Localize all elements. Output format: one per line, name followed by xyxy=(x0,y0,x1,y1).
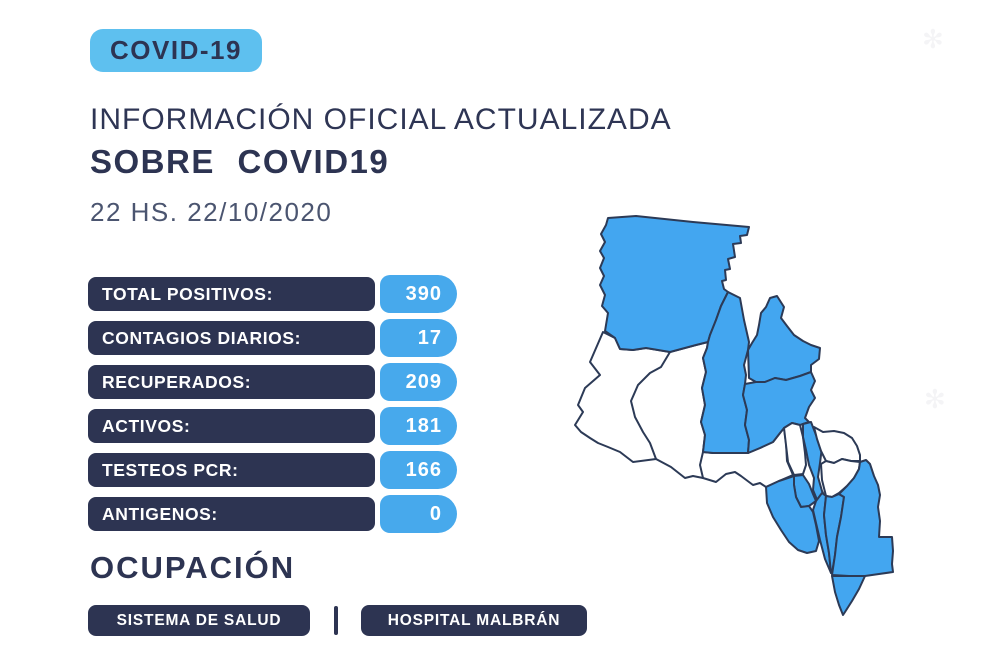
main-title-line2: SOBRE COVID19 xyxy=(90,143,390,180)
stat-label: ACTIVOS: xyxy=(88,409,375,443)
map-region-southeast-large xyxy=(831,459,894,577)
report-datetime: 22 HS. 22/10/2020 xyxy=(90,197,333,227)
occupancy-title: OCUPACIÓN xyxy=(90,550,296,585)
stat-label: TESTEOS PCR: xyxy=(88,453,375,487)
stat-value: 390 xyxy=(380,275,457,313)
province-map-svg xyxy=(574,215,894,616)
stat-row-activos: ACTIVOS: 181 xyxy=(88,407,460,445)
stat-label: TOTAL POSITIVOS: xyxy=(88,277,375,311)
province-map xyxy=(553,185,1000,645)
map-border-west-internal-border xyxy=(630,351,671,460)
main-title-line1: INFORMACIÓN OFICIAL ACTUALIZADA xyxy=(90,103,672,136)
stat-row-contagios-diarios: CONTAGIOS DIARIOS: 17 xyxy=(88,319,460,357)
stat-value: 166 xyxy=(380,451,457,489)
stat-label: RECUPERADOS: xyxy=(88,365,375,399)
badge-separator xyxy=(334,606,338,635)
stat-value: 209 xyxy=(380,363,457,401)
map-region-center-strip xyxy=(700,291,750,454)
stat-row-testeos-pcr: TESTEOS PCR: 166 xyxy=(88,451,460,489)
map-region-cluster-white-north xyxy=(783,422,807,476)
covid19-badge: COVID-19 xyxy=(90,29,262,72)
map-region-south-wedge xyxy=(831,575,866,616)
covid19-badge-label: COVID-19 xyxy=(110,35,242,65)
stat-row-antigenos: ANTIGENOS: 0 xyxy=(88,495,460,533)
stat-label: ANTIGENOS: xyxy=(88,497,375,531)
sistema-de-salud-badge: SISTEMA DE SALUD xyxy=(88,605,310,636)
stat-value: 181 xyxy=(380,407,457,445)
stats-list: TOTAL POSITIVOS: 390 CONTAGIOS DIARIOS: … xyxy=(88,275,460,533)
stat-value: 17 xyxy=(380,319,457,357)
map-border-south-of-strip-border xyxy=(699,451,704,479)
map-region-northeast-finger xyxy=(747,295,821,383)
stat-row-total-positivos: TOTAL POSITIVOS: 390 xyxy=(88,275,460,313)
stat-value: 0 xyxy=(380,495,457,533)
occupancy-badges: SISTEMA DE SALUD HOSPITAL MALBRÁN xyxy=(88,605,587,636)
hospital-malbran-badge: HOSPITAL MALBRÁN xyxy=(361,605,587,636)
watermark-mark: ✻ xyxy=(924,384,946,414)
stat-row-recuperados: RECUPERADOS: 209 xyxy=(88,363,460,401)
watermark-mark: ✻ xyxy=(922,24,944,54)
stat-label: CONTAGIOS DIARIOS: xyxy=(88,321,375,355)
